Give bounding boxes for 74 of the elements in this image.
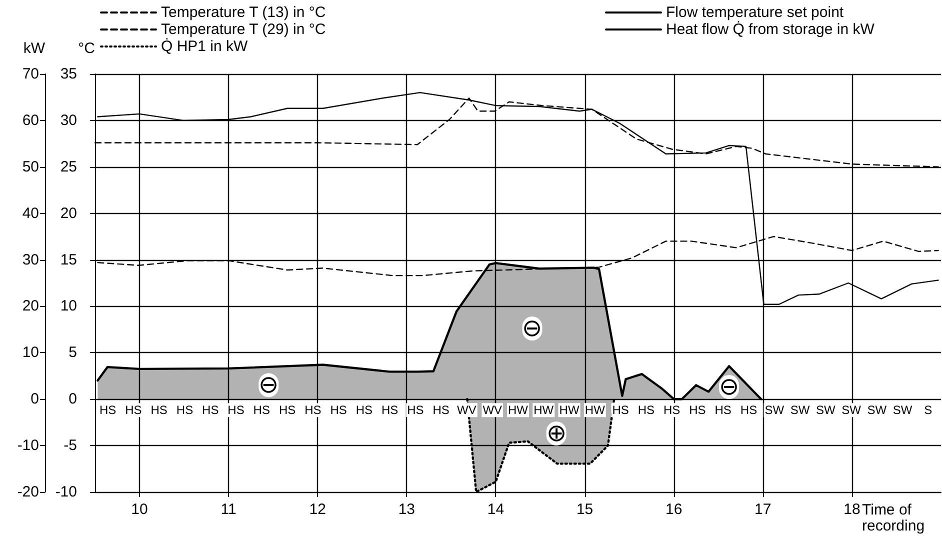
annotation: HS xyxy=(99,403,116,418)
legend-label: Temperature T (29) in °C xyxy=(161,21,326,38)
y-tick-label: 50 xyxy=(22,158,39,176)
x-tick-label: 16 xyxy=(666,501,682,518)
y-tick-label: -10 xyxy=(17,437,39,454)
annotation: HS xyxy=(663,403,680,418)
x-axis-title: Time of recording xyxy=(862,502,925,534)
y2-tick-label: 5 xyxy=(68,344,77,362)
annotation: ⊕ xyxy=(546,420,566,447)
annotation: HS xyxy=(381,403,398,418)
annotation: SW xyxy=(764,403,785,418)
y-tick-label: 70 xyxy=(22,66,39,82)
annotation: HS xyxy=(638,403,655,418)
y-axis-title: kW xyxy=(23,40,46,57)
y2-tick-label: 15 xyxy=(60,251,77,268)
annotation: HS xyxy=(740,403,758,418)
annotation: ⊖ xyxy=(522,315,542,342)
annotation: WV xyxy=(482,403,502,418)
annotation: HW xyxy=(584,403,606,418)
annotation: SW xyxy=(867,403,888,418)
x-tick-label: 17 xyxy=(754,501,772,518)
annotation: HS xyxy=(278,403,296,418)
y2-tick-label: 20 xyxy=(60,204,77,222)
annotation: HS xyxy=(304,403,322,418)
annotation: SW xyxy=(816,403,836,418)
annotation: HS xyxy=(202,403,219,418)
y2-tick-label: 35 xyxy=(60,66,77,82)
y2-tick-label: 0 xyxy=(68,390,77,408)
annotation: HS xyxy=(125,403,142,418)
y-tick-label: 60 xyxy=(22,112,39,129)
y-tick-label: 10 xyxy=(22,344,39,362)
annotation: HS xyxy=(176,403,194,418)
annotation: ⊖ xyxy=(258,372,279,399)
annotation: HS xyxy=(356,403,373,418)
annotation: SW xyxy=(842,403,862,418)
x-tick-label: 11 xyxy=(220,501,236,518)
annotation: S xyxy=(924,403,932,418)
y2-tick-label: -5 xyxy=(64,437,77,454)
y2-tick-label: 30 xyxy=(60,112,77,129)
y-tick-label: 30 xyxy=(22,251,39,268)
annotation: HS xyxy=(150,403,168,418)
annotation: HW xyxy=(508,403,529,418)
y-tick-label: -20 xyxy=(17,484,39,500)
y2-axis-title: °C xyxy=(78,40,96,57)
annotation: HW xyxy=(559,403,580,418)
annotation: HS xyxy=(612,403,629,418)
y2-tick-label: -10 xyxy=(55,484,77,500)
y-tick-label: 20 xyxy=(22,298,39,315)
annotation: WV xyxy=(457,403,476,418)
annotation: HS xyxy=(714,403,732,418)
annotation: HS xyxy=(407,403,424,418)
annotation: HS xyxy=(689,403,706,418)
x-tick-label: 13 xyxy=(398,501,416,518)
annotation: SW xyxy=(892,403,913,418)
x-tick-label: 12 xyxy=(309,501,326,518)
annotation: ⊖ xyxy=(719,374,740,401)
legend-label: Heat flow Q̇ from storage in kW xyxy=(666,20,876,38)
legend-label: Q̇ HP1 in kW xyxy=(161,38,249,55)
x-tick-label: 10 xyxy=(131,501,148,518)
annotation: HS xyxy=(432,403,450,418)
y-tick-label: 0 xyxy=(30,390,39,408)
y2-tick-label: 25 xyxy=(60,158,77,176)
annotation: SW xyxy=(790,403,810,418)
annotation: HS xyxy=(253,403,270,418)
annotation: HS xyxy=(330,403,347,418)
x-tick-label: 14 xyxy=(487,501,504,518)
x-tick-label: 18 xyxy=(844,501,860,518)
legend-label: Flow temperature set point xyxy=(666,4,844,21)
annotation: HS xyxy=(228,403,244,418)
annotation: HW xyxy=(534,403,554,418)
x-tick-label: 15 xyxy=(576,501,594,518)
legend-label: Temperature T (13) in °C xyxy=(161,4,326,21)
y2-tick-label: 10 xyxy=(60,298,77,315)
y-tick-label: 40 xyxy=(22,204,39,222)
